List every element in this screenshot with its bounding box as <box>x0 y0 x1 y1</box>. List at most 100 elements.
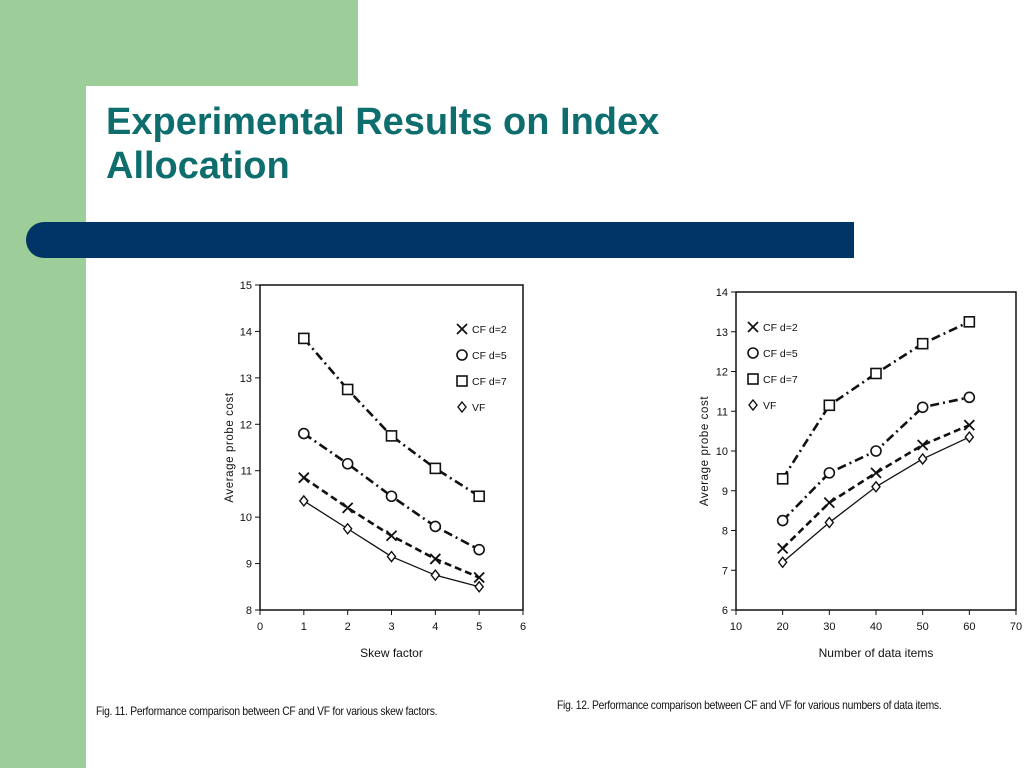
fig12-x-tick-label: 10 <box>730 621 742 633</box>
fig11-series-cf-d-5-point <box>385 490 398 503</box>
fig12-y-tick-label: 9 <box>722 486 728 498</box>
fig12-legend-item-cf-d-5-marker <box>747 347 759 359</box>
fig12-y-tick-label: 14 <box>716 287 728 299</box>
fig11-series-cf-d-2-point <box>429 553 441 565</box>
fig11-series-cf-d-7-point <box>429 462 442 475</box>
fig12-series-cf-d-7-point <box>870 367 882 380</box>
fig12-series-cf-d-2-point-stroke-b <box>963 419 975 431</box>
fig11-y-tick-label: 11 <box>241 466 252 478</box>
fig12-legend-item-vf: VF <box>748 398 776 412</box>
fig12-x-tick-label: 60 <box>963 621 975 633</box>
fig11-series-vf-point <box>298 494 309 508</box>
slide-content-panel <box>86 86 1024 768</box>
fig11-series-cf-d-7 <box>298 332 485 503</box>
fig11-legend-item-cf-d-5-marker <box>456 349 468 361</box>
fig12-series-cf-d-5-point <box>823 467 836 479</box>
fig12-y-tick-label: 7 <box>722 565 728 577</box>
fig11-series-cf-d-7-point <box>341 383 354 396</box>
fig11-legend-item-vf: VF <box>457 400 485 414</box>
fig11-series-cf-d-5-point <box>341 457 354 470</box>
fig12-series-vf-point <box>871 480 881 493</box>
fig11-x-tick-label: 1 <box>301 621 307 633</box>
fig11-series-cf-d-5-point <box>298 427 310 440</box>
fig12-y-axis-label: Average probe cost <box>699 396 711 507</box>
fig12-series-cf-d-7-point <box>776 473 789 485</box>
fig12-series-cf-d-5-point <box>870 445 882 457</box>
fig11-series-cf-d-2-point-stroke-b <box>385 530 398 542</box>
slide-title: Experimental Results on Index Allocation <box>106 101 660 187</box>
fig12-series-cf-d-2-line <box>781 423 970 550</box>
fig11-series-cf-d-7-point <box>473 490 485 503</box>
fig11-legend-item-cf-d-5: CF d=5 <box>456 349 507 362</box>
fig11-legend-item-cf-d-7-label: CF d=7 <box>472 376 507 388</box>
fig11-series-cf-d-2-point-stroke-b <box>429 553 441 565</box>
title-underline-bar <box>26 222 854 258</box>
fig12-series-cf-d-7-line <box>781 320 970 480</box>
fig11-x-tick-label: 3 <box>388 621 394 633</box>
fig12-series-cf-d-7-point <box>963 316 976 328</box>
fig11-series-vf-point <box>386 550 397 563</box>
fig11-series-cf-d-2-point-stroke-b <box>298 472 310 484</box>
fig11-y-axis-label: Average probe cost <box>224 392 236 503</box>
fig11-x-tick-label: 5 <box>476 621 482 633</box>
fig12-series-cf-d-7-point <box>916 337 929 350</box>
fig11-series-cf-d-7-point <box>385 430 398 442</box>
fig12-series-cf-d-5-point <box>776 514 789 527</box>
fig11-series-vf-point <box>430 569 441 582</box>
fig11-series-cf-d-2-point-stroke-b <box>473 571 485 584</box>
fig11-y-tick-label: 12 <box>240 419 252 431</box>
fig12-series-cf-d-2-point <box>777 542 789 555</box>
fig12-x-tick-label: 20 <box>777 621 789 633</box>
fig12-y-tick-label: 8 <box>722 526 728 538</box>
fig11-legend: CF d=2 CF d=5 CF d=7 VF <box>456 323 507 414</box>
fig12-y-tick-label: 13 <box>716 327 728 339</box>
fig12-series-cf-d-2-point <box>917 439 929 451</box>
fig11-x-tick-label: 6 <box>520 621 526 633</box>
fig12-y-tick-label: 11 <box>717 406 728 418</box>
fig11-x-tick-label: 0 <box>257 621 263 633</box>
fig12-legend-item-cf-d-7-marker <box>747 373 759 385</box>
fig11-series-cf-d-7-point <box>298 332 310 345</box>
fig12-series-cf-d-7 <box>776 316 976 485</box>
fig11-series-vf-point <box>342 522 353 535</box>
fig11-series-cf-d-2 <box>298 472 485 584</box>
fig11-series-cf-d-2-point-stroke-b <box>342 502 354 514</box>
fig11-x-axis-label: Skew factor <box>360 646 423 660</box>
fig12-legend-item-cf-d-2-label: CF d=2 <box>763 322 798 334</box>
fig11-legend-item-cf-d-7-marker <box>456 375 468 387</box>
fig12-y-tick-label: 12 <box>716 367 728 379</box>
slide-top-decoration <box>0 0 358 86</box>
fig12-x-tick-label: 40 <box>870 621 882 633</box>
fig11-series-cf-d-5-point <box>429 520 442 533</box>
fig12-legend-item-cf-d-2: CF d=2 <box>747 321 798 334</box>
fig11-legend-item-vf-marker <box>457 400 467 414</box>
fig11-y-tick-label: 9 <box>246 559 252 571</box>
fig12-series-cf-d-2-point <box>823 497 835 509</box>
fig12-legend-item-vf-label: VF <box>763 400 776 412</box>
fig11-series-cf-d-5-point <box>473 543 485 556</box>
fig12-series-cf-d-5-point <box>963 391 976 404</box>
fig11-x-tick-label: 4 <box>432 621 438 633</box>
figure-11-caption: Fig. 11. Performance comparison between … <box>96 704 438 718</box>
fig12-series-cf-d-2-point <box>870 467 882 479</box>
fig11-series-vf-point <box>474 580 485 593</box>
fig11-y-tick-label: 13 <box>240 373 252 385</box>
fig11-y-tick-label: 8 <box>246 605 252 617</box>
fig12-legend: CF d=2 CF d=5 CF d=7 VF <box>747 321 798 412</box>
fig12-series-cf-d-5-line <box>781 396 970 522</box>
fig11-series-cf-d-2-point <box>342 502 354 514</box>
fig11-series-cf-d-2-point <box>298 472 310 484</box>
fig12-legend-item-vf-marker <box>748 398 758 412</box>
fig12-series-cf-d-2-point <box>963 419 975 431</box>
fig12-y-tick-label: 6 <box>722 605 728 617</box>
slide-sidebar-decoration <box>0 0 86 768</box>
fig12-series-vf-point <box>917 452 928 466</box>
fig12-series-cf-d-2 <box>777 419 975 555</box>
fig11-series-vf <box>298 494 485 593</box>
fig12-legend-item-cf-d-5-label: CF d=5 <box>763 348 798 360</box>
fig11-legend-item-vf-label: VF <box>472 402 485 414</box>
fig12-x-tick-label: 30 <box>823 621 835 633</box>
fig12-x-tick-label: 70 <box>1010 621 1022 633</box>
fig11-y-tick-label: 15 <box>240 280 252 292</box>
fig11-series-cf-d-5 <box>298 427 485 556</box>
